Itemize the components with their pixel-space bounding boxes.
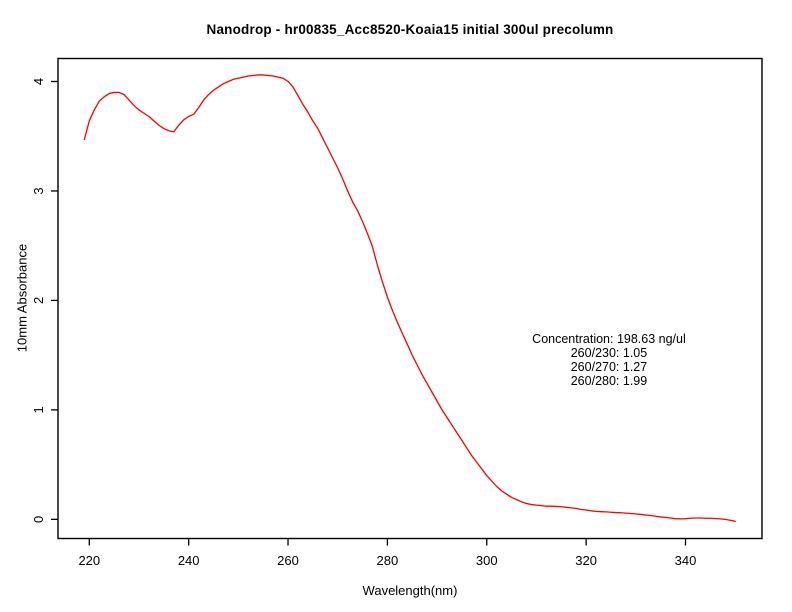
annotation-line-concentration: Concentration: 198.63 ng/ul [532, 331, 686, 346]
x-axis-label: Wavelength(nm) [362, 583, 458, 598]
x-axis-tick-label: 220 [78, 553, 100, 568]
x-axis-tick-label: 300 [476, 553, 498, 568]
x-axis-tick-label: 280 [377, 553, 399, 568]
x-axis-tick-label: 340 [675, 553, 697, 568]
x-axis-tick-label: 320 [575, 553, 597, 568]
annotation-line-260-230: 260/230: 1.05 [570, 345, 648, 360]
y-axis-tick-label: 2 [31, 297, 46, 304]
y-axis-tick-label: 0 [31, 516, 46, 523]
y-axis-label: 10mm Absorbance [14, 243, 30, 353]
y-axis-tick-label: 1 [31, 406, 46, 413]
measurement-annotation: Concentration: 198.63 ng/ul 260/230: 1.0… [532, 332, 686, 388]
annotation-line-260-280: 260/280: 1.99 [570, 373, 648, 388]
chart-title: Nanodrop - hr00835_Acc8520-Koaia15 initi… [206, 22, 614, 37]
y-axis-tick-label: 3 [31, 187, 46, 194]
plot-box [57, 57, 763, 540]
x-axis-tick-label: 260 [277, 553, 299, 568]
x-axis-tick-label: 240 [178, 553, 200, 568]
annotation-line-260-270: 260/270: 1.27 [570, 359, 648, 374]
y-axis-tick-label: 4 [31, 78, 46, 85]
spectrum-line [83, 74, 736, 522]
